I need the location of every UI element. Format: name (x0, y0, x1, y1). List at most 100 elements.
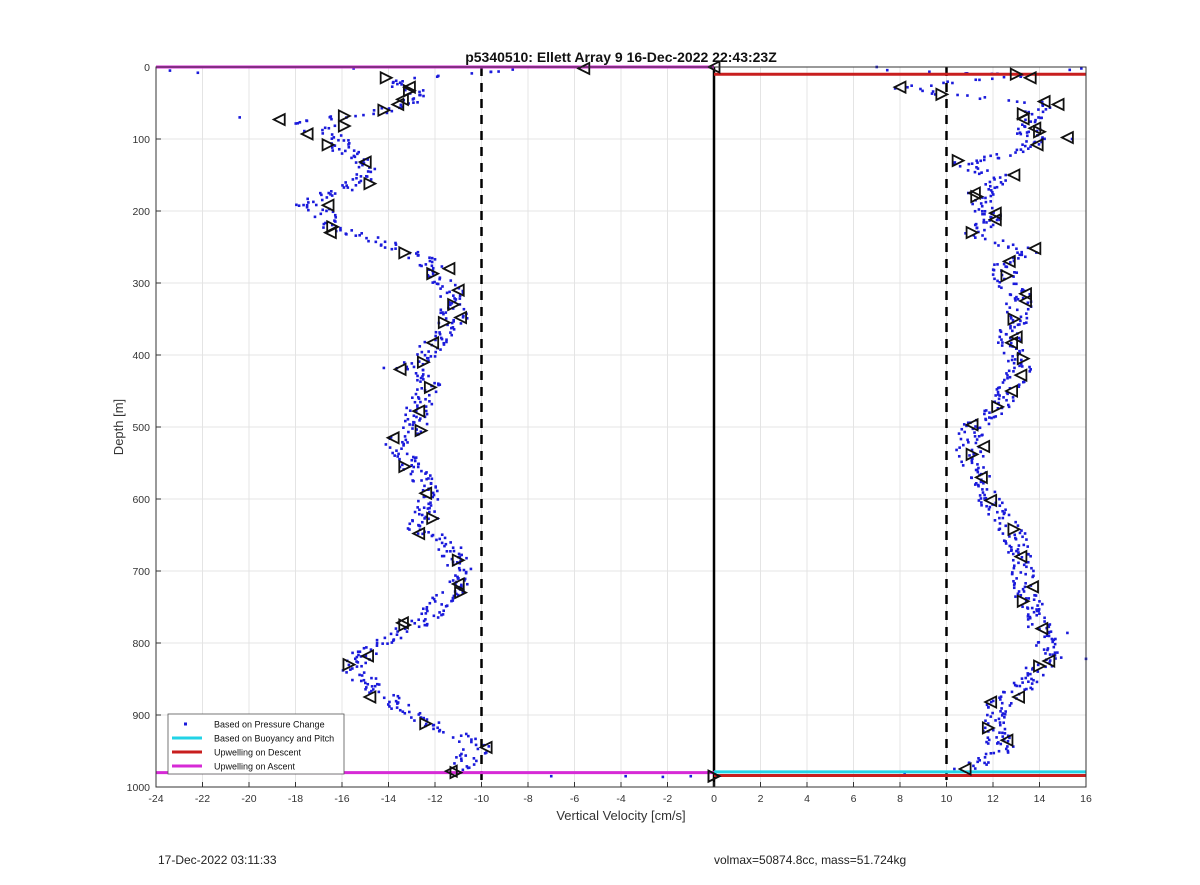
pressure-change-point (1009, 314, 1013, 318)
pressure-change-point (415, 428, 418, 431)
x-tick-label: -16 (334, 793, 349, 805)
pressure-change-point (457, 286, 461, 290)
pressure-change-point (1001, 341, 1004, 344)
pressure-change-point (1022, 563, 1026, 567)
pressure-change-point (403, 88, 407, 92)
y-tick-label: 200 (132, 206, 150, 218)
ascent-triangle-marker (322, 225, 337, 240)
pressure-change-point (987, 508, 991, 511)
pressure-change-point (398, 81, 402, 85)
pressure-change-point (974, 425, 977, 428)
pressure-change-point (1021, 380, 1025, 384)
pressure-change-point (1021, 605, 1024, 609)
pressure-change-point (374, 240, 378, 244)
pressure-change-point (998, 731, 1001, 734)
pressure-change-point (458, 754, 462, 757)
pressure-change-point (989, 200, 993, 203)
pressure-change-point (1008, 544, 1012, 548)
pressure-change-point (982, 158, 986, 162)
pressure-change-point (1056, 651, 1059, 654)
pressure-change-point (1019, 319, 1022, 323)
y-tick-label: 800 (132, 638, 150, 650)
pressure-change-point (1024, 255, 1027, 259)
pressure-change-point (469, 567, 473, 571)
pressure-change-point (333, 144, 337, 147)
pressure-change-point (1015, 308, 1019, 312)
pressure-change-point (321, 132, 325, 135)
pressure-change-point (1015, 132, 1019, 135)
pressure-change-point (1015, 577, 1018, 580)
pressure-change-point (356, 661, 360, 664)
pressure-change-point (1026, 545, 1030, 548)
pressure-change-point (457, 577, 460, 580)
pressure-change-point (1019, 75, 1022, 79)
pressure-change-point (458, 561, 462, 565)
pressure-change-point (456, 575, 459, 579)
pressure-change-point (354, 184, 358, 187)
pressure-change-point (400, 83, 403, 86)
pressure-change-point (363, 681, 367, 685)
pressure-change-point (450, 321, 454, 325)
pressure-change-point (436, 382, 440, 386)
pressure-change-point (1006, 749, 1010, 753)
pressure-change-point (1026, 147, 1030, 150)
pressure-change-point (427, 502, 430, 506)
pressure-change-point (980, 503, 983, 507)
pressure-change-point (1038, 600, 1041, 603)
pressure-change-point (1021, 123, 1024, 126)
pressure-change-point (1011, 318, 1015, 322)
pressure-change-point (426, 609, 429, 613)
pressure-change-point (1006, 745, 1009, 748)
pressure-change-point (356, 152, 359, 156)
pressure-change-point (1005, 302, 1008, 306)
pressure-change-point (975, 165, 978, 169)
pressure-change-point (1007, 99, 1011, 102)
pressure-change-point (414, 371, 418, 375)
pressure-change-point (1006, 376, 1009, 380)
pressure-change-point (1013, 297, 1017, 300)
pressure-change-point (1012, 579, 1015, 583)
pressure-change-point (987, 422, 991, 426)
pressure-change-point (1017, 385, 1021, 389)
pressure-change-point (419, 376, 423, 380)
pressure-change-point (1006, 739, 1010, 743)
pressure-change-point (391, 81, 395, 85)
pressure-change-point (375, 682, 379, 686)
pressure-change-point (421, 607, 425, 611)
pressure-change-point (979, 159, 983, 163)
pressure-change-point (461, 315, 465, 319)
x-tick-label: -22 (195, 793, 210, 805)
ascent-triangle-marker (360, 649, 374, 663)
pressure-change-point (424, 472, 427, 475)
pressure-change-point (419, 430, 423, 434)
pressure-change-point (405, 406, 408, 410)
pressure-change-point (1045, 634, 1049, 638)
pressure-change-point (474, 737, 477, 741)
ascent-triangle-marker (321, 137, 336, 152)
pressure-change-point (408, 710, 411, 714)
descent-triangle-marker (983, 695, 998, 709)
pressure-change-point (1046, 623, 1050, 627)
pressure-change-point (1020, 529, 1023, 532)
pressure-change-point (974, 236, 977, 239)
pressure-change-point (1013, 533, 1017, 537)
pressure-change-point (427, 517, 430, 521)
pressure-change-point (392, 693, 395, 697)
descent-triangle-marker (1059, 130, 1074, 145)
pressure-change-point (437, 721, 441, 724)
pressure-change-point (395, 706, 399, 709)
pressure-change-point (993, 178, 996, 181)
pressure-change-point (1021, 587, 1025, 591)
pressure-change-point (1017, 551, 1020, 554)
pressure-change-point (1029, 672, 1032, 676)
pressure-change-point (362, 671, 366, 674)
series-layer (156, 60, 1088, 787)
pressure-change-point (1043, 137, 1046, 141)
pressure-change-point (412, 421, 416, 424)
pressure-change-point (420, 513, 424, 517)
pressure-change-point (445, 338, 448, 342)
pressure-change-point (436, 726, 439, 730)
pressure-change-point (457, 740, 461, 743)
ascent-triangle-marker (337, 119, 352, 133)
pressure-change-point (408, 423, 411, 426)
